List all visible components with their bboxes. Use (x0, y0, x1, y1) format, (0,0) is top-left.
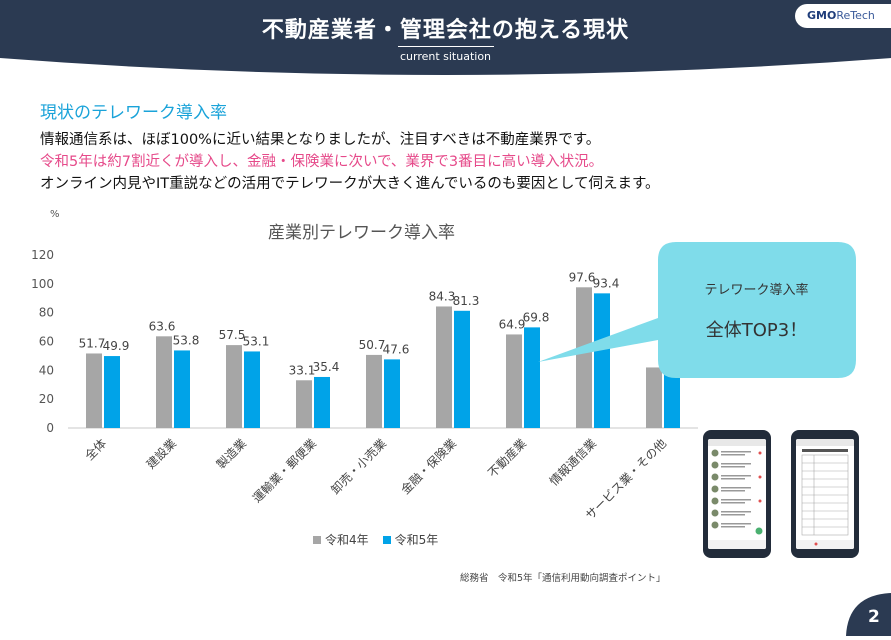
bar-r5 (384, 359, 400, 428)
data-label: 84.3 (429, 289, 456, 303)
bar-r5 (104, 356, 120, 428)
x-tick-label: 不動産業 (485, 436, 530, 481)
data-label: 64.9 (499, 317, 526, 331)
page-number-shape (846, 593, 891, 636)
data-label: 57.5 (219, 328, 246, 342)
bar-r4 (226, 345, 242, 428)
legend-label-r5: 令和5年 (394, 533, 439, 547)
data-label: 35.4 (313, 360, 340, 374)
bar-r5 (594, 293, 610, 428)
company-logo: GMOReTech (795, 4, 891, 28)
bar-r5 (314, 376, 330, 428)
section-title: 現状のテレワーク導入率 (40, 103, 227, 123)
x-tick-label: 運輸業・郵便業 (249, 436, 319, 506)
y-tick-label: 80 (39, 306, 54, 320)
paragraph-line-3: オンライン内見やIT重説などの活用でテレワークが大きく進んでいるのも要因として伺… (40, 176, 660, 192)
bar-r5 (174, 350, 190, 428)
x-tick-label: 情報通信業 (547, 436, 599, 488)
callout-line-1: テレワーク導入率 (704, 283, 809, 298)
bar-r4 (366, 354, 382, 428)
legend-item-r4: 令和4年 (313, 531, 369, 548)
x-tick-label: 全体 (82, 436, 110, 464)
data-label: 69.8 (523, 310, 550, 324)
data-label: 53.1 (243, 334, 270, 348)
bar-r4 (646, 367, 662, 428)
bar-r4 (156, 336, 172, 428)
y-tick-label: 0 (46, 421, 54, 435)
phone-screen-chat-list (708, 439, 766, 549)
bar-r4 (86, 353, 102, 428)
source-citation: 総務省 令和5年「通信利用動向調査ポイント」 (460, 573, 666, 584)
bar-r5 (664, 373, 680, 428)
data-label: 53.8 (173, 333, 200, 347)
y-axis-unit-label: % (50, 209, 60, 220)
callout-line-2: 全体TOP3！ (705, 320, 808, 341)
title-underline (398, 46, 494, 47)
header-banner: 不動産業者・管理会社の抱える現状 current situation (0, 0, 891, 80)
bar-r5 (244, 351, 260, 428)
data-label: 49.9 (103, 339, 130, 353)
x-tick-label: 卸売・小売業 (328, 436, 390, 498)
phone-screen-document (796, 439, 854, 549)
data-label: 63.6 (149, 319, 176, 333)
bar-r4 (296, 380, 312, 428)
bar-r5 (524, 327, 540, 428)
y-tick-label: 100 (31, 277, 54, 291)
logo-gmo-text: GMO (807, 9, 837, 22)
logo-retech-text: ReTech (836, 9, 875, 22)
data-label: 33.1 (289, 363, 316, 377)
y-tick-label: 60 (39, 335, 54, 349)
chat-list-illustration (708, 439, 766, 549)
paragraph-line-2-highlight: 令和5年は約7割近くが導入し、金融・保険業に次いで、業界で3番目に高い導入状況。 (40, 154, 604, 170)
data-label: 51.7 (79, 336, 106, 350)
bar-r4 (506, 334, 522, 428)
page-number: 2 (868, 607, 880, 627)
x-tick-label: 建設業 (143, 436, 179, 472)
legend-label-r4: 令和4年 (325, 533, 369, 547)
data-label: 47.6 (383, 342, 410, 356)
page-subtitle: current situation (399, 50, 492, 63)
x-tick-label: 製造業 (214, 436, 249, 471)
page-title: 不動産業者・管理会社の抱える現状 (261, 18, 630, 43)
bar-r5 (454, 310, 470, 428)
bar-r4 (576, 287, 592, 428)
chart-legend: 令和4年 令和5年 (313, 531, 438, 548)
chart-title: 産業別テレワーク導入率 (268, 223, 455, 243)
data-label: 93.4 (593, 276, 620, 290)
y-tick-label: 40 (39, 363, 54, 377)
page-number-badge: 2 (846, 593, 891, 636)
bar-r4 (436, 306, 452, 428)
y-tick-label: 120 (31, 248, 54, 262)
phone-mockup-document (791, 430, 859, 558)
paragraph-line-1: 情報通信系は、ほぼ100%に近い結果となりましたが、注目すべきは不動産業界です。 (40, 132, 601, 148)
legend-swatch-r5 (382, 535, 391, 544)
header-background (0, 0, 891, 75)
y-tick-label: 20 (39, 392, 54, 406)
legend-item-r5: 令和5年 (382, 531, 439, 548)
data-label: 97.6 (569, 270, 596, 284)
data-label: 81.3 (453, 294, 480, 308)
data-label: 50.7 (359, 338, 386, 352)
legend-swatch-r4 (313, 535, 321, 544)
phone-mockup-chat-list (703, 430, 771, 558)
document-illustration (796, 439, 854, 549)
x-tick-label: 金融・保険業 (398, 436, 460, 498)
